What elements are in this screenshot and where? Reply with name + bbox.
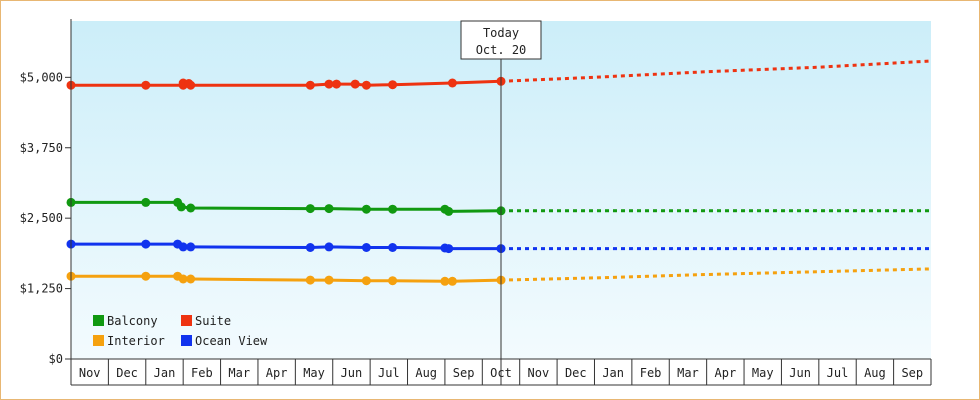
data-point-interior-5	[305, 275, 315, 285]
data-point-suite-12	[447, 78, 457, 88]
x-tick-label: Feb	[191, 366, 213, 380]
data-point-suite-6	[305, 80, 315, 90]
legend-label-suite: Suite	[195, 314, 231, 328]
data-point-interior-9	[440, 276, 450, 286]
x-tick-label: Mar	[677, 366, 699, 380]
data-point-suite-1	[141, 80, 151, 90]
y-tick-label: $2,500	[20, 211, 63, 225]
data-point-balcony-8	[388, 204, 398, 214]
data-point-interior-1	[141, 271, 151, 281]
forecast-line-interior	[500, 267, 932, 282]
legend-swatch-ocean-view	[181, 335, 192, 346]
legend-label-balcony: Balcony	[107, 314, 158, 328]
y-tick-label: $3,750	[20, 141, 63, 155]
x-tick-label: Jan	[602, 366, 624, 380]
x-tick-label: Dec	[116, 366, 138, 380]
y-tick-label: $5,000	[20, 70, 63, 84]
x-tick-label: Feb	[640, 366, 662, 380]
today-date: Oct. 20	[476, 43, 527, 57]
data-point-balcony-1	[141, 197, 151, 207]
data-point-balcony-7	[361, 204, 371, 214]
data-point-interior-6	[324, 275, 334, 285]
data-point-ocean-view-8	[388, 243, 398, 252]
legend-swatch-balcony	[93, 315, 104, 326]
x-tick-label: Jun	[789, 366, 811, 380]
data-point-ocean-view-6	[324, 242, 334, 252]
data-point-ocean-view-7	[361, 243, 371, 252]
y-tick-label: $0	[49, 352, 63, 366]
data-point-balcony-10	[444, 206, 454, 216]
data-point-ocean-view-10	[444, 244, 454, 254]
x-tick-label: Mar	[228, 366, 250, 380]
data-point-interior-3	[178, 274, 188, 284]
forecast-line-suite	[500, 59, 932, 83]
data-point-interior-7	[361, 276, 371, 286]
x-tick-label: Apr	[715, 366, 737, 380]
x-tick-label: Nov	[528, 366, 550, 380]
x-tick-label: Aug	[415, 366, 437, 380]
data-point-interior-4	[186, 274, 196, 284]
data-point-interior-10	[447, 276, 457, 286]
data-point-suite-9	[350, 79, 360, 89]
x-tick-label: Jun	[341, 366, 363, 380]
data-point-ocean-view-3	[178, 242, 188, 252]
data-point-suite-11	[388, 80, 398, 90]
data-point-suite-10	[361, 80, 371, 90]
legend-swatch-suite	[181, 315, 192, 326]
legend-label-ocean-view: Ocean View	[195, 334, 268, 348]
data-point-suite-5	[186, 80, 196, 90]
data-point-suite-8	[332, 79, 341, 89]
data-point-balcony-6	[324, 204, 334, 214]
x-tick-label: Sep	[901, 366, 923, 380]
data-point-balcony-3	[176, 202, 186, 212]
data-point-ocean-view-1	[141, 239, 151, 249]
y-tick-label: $1,250	[20, 282, 63, 296]
x-tick-label: Jul	[378, 366, 400, 380]
x-tick-label: May	[303, 366, 325, 380]
data-point-suite-7	[324, 79, 334, 89]
legend-label-interior: Interior	[107, 334, 165, 348]
x-tick-label: Aug	[864, 366, 886, 380]
x-tick-label: Nov	[79, 366, 101, 380]
x-tick-label: May	[752, 366, 774, 380]
today-box	[460, 20, 542, 60]
x-tick-label: Dec	[565, 366, 587, 380]
data-point-balcony-4	[186, 203, 196, 213]
x-tick-label: Apr	[266, 366, 288, 380]
x-tick-label: Jul	[827, 366, 849, 380]
data-point-balcony-5	[305, 204, 315, 214]
data-point-ocean-view-4	[186, 242, 196, 252]
today-label: Today	[483, 26, 519, 40]
x-tick-label: Sep	[453, 366, 475, 380]
x-tick-label: Jan	[154, 366, 176, 380]
data-point-ocean-view-5	[305, 243, 315, 252]
data-point-interior-8	[388, 276, 398, 286]
legend-swatch-interior	[93, 335, 104, 346]
